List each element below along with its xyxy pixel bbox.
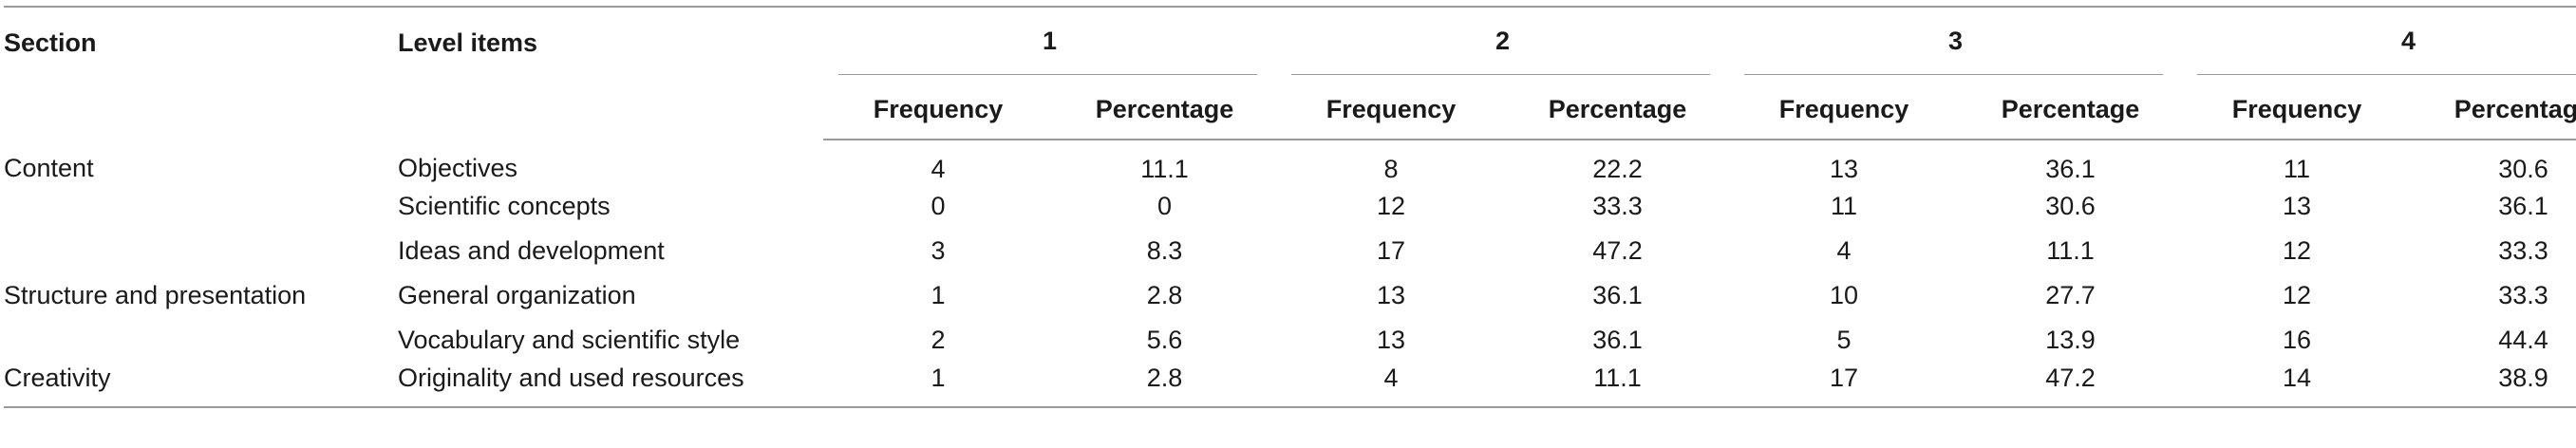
header-level-4: 4 xyxy=(2182,6,2576,76)
frequency-cell: 8 xyxy=(1383,154,1399,183)
percentage-cell: 36.1 xyxy=(1592,281,1643,309)
percentage-cell: 36.1 xyxy=(1592,326,1643,354)
header-percentage: Percentage xyxy=(1959,75,2182,140)
frequency-cell: 3 xyxy=(931,236,946,265)
frequency-cell: 12 xyxy=(2282,281,2312,309)
header-level-items: Level items xyxy=(398,6,823,140)
header-frequency: Frequency xyxy=(1729,75,1959,140)
header-level-2: 2 xyxy=(1276,6,1729,76)
frequency-cell: 17 xyxy=(1376,236,1406,265)
section-cell xyxy=(4,184,398,229)
frequency-cell: 13 xyxy=(1376,326,1406,354)
table-row: Ideas and development 3 8.3 17 47.2 4 11.1 12 33… xyxy=(4,229,2576,273)
section-cell: Creativity xyxy=(4,363,398,408)
table-header: Section Level items 1 2 3 4 Frequency Pe… xyxy=(4,6,2576,140)
frequency-cell: 4 xyxy=(931,154,946,183)
level-item-cell: Vocabulary and scientific style xyxy=(398,326,741,354)
percentage-cell: 30.6 xyxy=(2045,192,2096,220)
frequency-cell: 14 xyxy=(2182,363,2412,408)
table-row: Creativity Originality and used resources… xyxy=(4,363,2576,408)
section-cell xyxy=(4,229,398,273)
percentage-cell: 30.6 xyxy=(2498,154,2548,183)
frequency-table: Section Level items 1 2 3 4 Frequency Pe… xyxy=(4,6,2576,408)
percentage-cell: 22.2 xyxy=(1592,154,1643,183)
table-row: Content Objectives 4 11.1 8 22.2 13 36.1 11 30.6 xyxy=(4,140,2576,184)
percentage-cell: 2.8 xyxy=(1146,281,1183,309)
header-row-levels: Section Level items 1 2 3 4 xyxy=(4,6,2576,140)
section-cell: Structure and presentation xyxy=(4,281,307,309)
percentage-cell: 11.1 xyxy=(1506,363,1729,408)
percentage-cell: 5.6 xyxy=(1146,326,1183,354)
percentage-cell: 44.4 xyxy=(2498,326,2548,354)
percentage-cell: 13.9 xyxy=(2045,326,2096,354)
percentage-cell: 27.7 xyxy=(2045,281,2096,309)
frequency-cell: 13 xyxy=(2282,192,2312,220)
percentage-cell: 33.3 xyxy=(1592,192,1643,220)
percentage-cell: 2.8 xyxy=(1053,363,1276,408)
frequency-cell: 10 xyxy=(1829,281,1859,309)
header-percentage: Percentage xyxy=(2412,75,2576,140)
frequency-cell: 13 xyxy=(1829,154,1859,183)
percentage-cell: 33.3 xyxy=(2498,236,2548,265)
level-item-cell: Ideas and development xyxy=(398,236,665,265)
percentage-cell: 8.3 xyxy=(1146,236,1183,265)
frequency-cell: 17 xyxy=(1729,363,1959,408)
percentage-cell: 11.1 xyxy=(1140,154,1189,183)
level-item-cell: General organization xyxy=(398,281,636,309)
header-frequency: Frequency xyxy=(2182,75,2412,140)
header-level-1: 1 xyxy=(823,6,1276,76)
frequency-cell: 1 xyxy=(931,281,946,309)
header-row-measures: Frequency Percentage Frequency Percentag… xyxy=(4,75,2576,140)
header-frequency: Frequency xyxy=(1276,75,1506,140)
frequency-cell: 11 xyxy=(1830,192,1858,220)
percentage-cell: 0 xyxy=(1156,192,1173,220)
percentage-cell: 36.1 xyxy=(2498,192,2548,220)
percentage-cell: 36.1 xyxy=(2045,154,2096,183)
frequency-cell: 4 xyxy=(1276,363,1506,408)
header-level-3: 3 xyxy=(1729,6,2182,76)
frequency-cell: 2 xyxy=(931,326,946,354)
header-frequency: Frequency xyxy=(823,75,1053,140)
frequency-cell: 0 xyxy=(931,192,946,220)
percentage-cell: 38.9 xyxy=(2412,363,2576,408)
percentage-cell: 33.3 xyxy=(2498,281,2548,309)
frequency-cell: 1 xyxy=(823,363,1053,408)
level-item-cell: Originality and used resources xyxy=(398,363,823,408)
table-row: Scientific concepts 0 0 12 33.3 11 30.6 13 36.1 xyxy=(4,184,2576,229)
table-row: Structure and presentation General organi… xyxy=(4,273,2576,318)
table-row: Vocabulary and scientific style 2 5.6 13 36.… xyxy=(4,318,2576,363)
header-percentage: Percentage xyxy=(1053,75,1276,140)
table-body: Content Objectives 4 11.1 8 22.2 13 36.1 11 30.6 S… xyxy=(4,140,2576,408)
section-cell xyxy=(4,318,398,363)
percentage-cell: 47.2 xyxy=(1592,236,1643,265)
percentage-cell: 11.1 xyxy=(2046,236,2095,265)
header-percentage: Percentage xyxy=(1506,75,1729,140)
frequency-cell: 4 xyxy=(1836,236,1852,265)
header-section: Section xyxy=(4,6,398,140)
level-item-cell: Objectives xyxy=(398,154,518,182)
frequency-cell: 11 xyxy=(2283,154,2311,183)
percentage-cell: 47.2 xyxy=(1959,363,2182,408)
frequency-cell: 16 xyxy=(2282,326,2312,354)
section-cell: Content xyxy=(4,154,94,182)
frequency-cell: 5 xyxy=(1836,326,1852,354)
frequency-cell: 13 xyxy=(1376,281,1406,309)
frequency-cell: 12 xyxy=(2282,236,2312,265)
level-item-cell: Scientific concepts xyxy=(398,192,611,220)
frequency-cell: 12 xyxy=(1376,192,1406,220)
